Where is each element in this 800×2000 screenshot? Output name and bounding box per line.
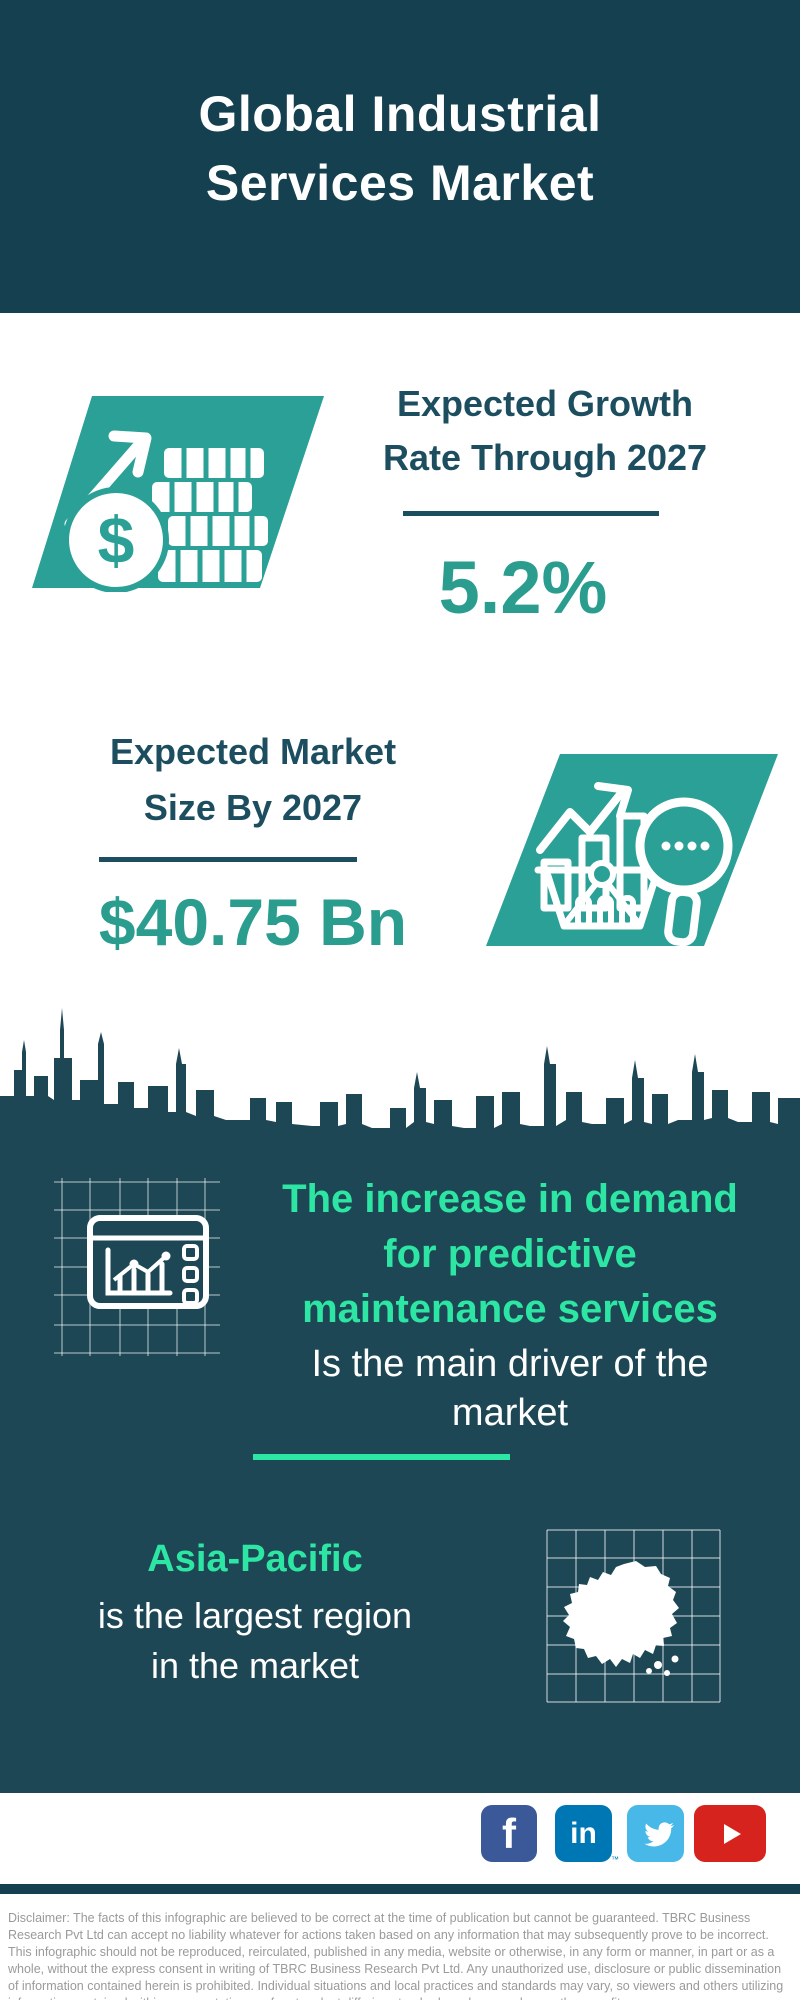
- city-skyline-silhouette: [0, 1008, 800, 1147]
- disclaimer-text: Disclaimer: The facts of this infographi…: [8, 1910, 784, 2000]
- region-highlight-text: Asia-Pacific: [147, 1538, 363, 1580]
- facebook-icon[interactable]: f: [481, 1805, 537, 1862]
- linkedin-icon[interactable]: in ™: [555, 1805, 619, 1864]
- driver-detail-text: Is the main driver of the market: [311, 1343, 709, 1434]
- svg-text:$: $: [98, 503, 135, 577]
- driver-highlight-text: The increase in demand for predictive ma…: [282, 1177, 738, 1331]
- market-size-divider: [99, 857, 357, 862]
- growth-rate-value: 5.2%: [438, 546, 608, 629]
- youtube-icon[interactable]: [694, 1805, 766, 1862]
- twitter-bird-icon: [643, 1821, 674, 1846]
- page-title-line2: Services Market: [205, 155, 595, 211]
- analytics-window-icon: [54, 1178, 220, 1356]
- linkedin-trademark: ™: [611, 1855, 619, 1864]
- header: Global Industrial Services Market: [0, 0, 800, 313]
- youtube-play-icon: [724, 1823, 741, 1844]
- footer-divider-bar: [0, 1884, 800, 1894]
- driver-underline: [253, 1454, 510, 1460]
- twitter-icon[interactable]: [627, 1805, 684, 1862]
- market-size-heading: Expected Market Size By 2027: [109, 731, 397, 828]
- market-research-icon: [486, 754, 778, 947]
- coin-stack-icon: [152, 448, 268, 582]
- growth-rate-heading: Expected Growth Rate Through 2027: [382, 383, 708, 478]
- region-detail-text: is the largest region in the market: [97, 1595, 413, 1686]
- page-title: Global Industrial Services Market: [0, 80, 800, 218]
- money-growth-icon: $: [32, 396, 324, 592]
- growth-divider: [403, 511, 659, 516]
- page-title-line1: Global Industrial: [198, 86, 602, 142]
- asia-map-icon: [546, 1529, 721, 1703]
- market-size-value: $40.75 Bn: [98, 885, 408, 959]
